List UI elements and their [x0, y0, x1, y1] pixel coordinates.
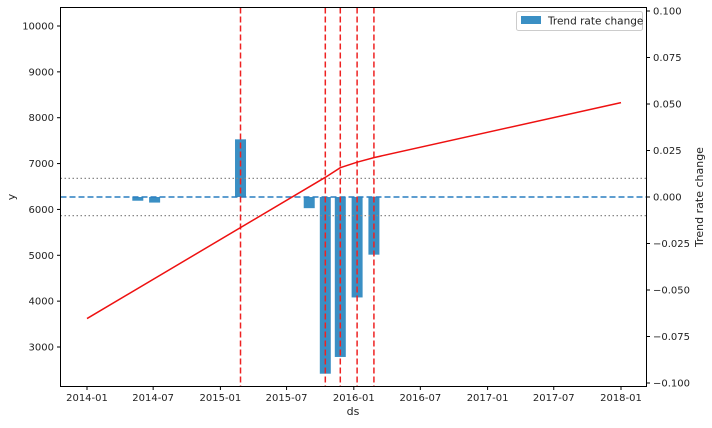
- y-left-tick-label: 3000: [29, 343, 54, 354]
- x-axis-label: ds: [347, 405, 360, 418]
- y-left-tick-label: 9000: [29, 67, 54, 78]
- x-tick-label: 2016-07: [399, 393, 441, 404]
- y-right-tick-label: −0.025: [653, 239, 690, 250]
- bar: [235, 139, 247, 197]
- y-right-tick-label: 0.100: [653, 7, 682, 18]
- bars-series: [132, 139, 380, 374]
- y-left-tick-label: 10000: [22, 22, 54, 33]
- y-left-axis-ticks: 3000 4000 5000 6000 7000 8000 9000 10000: [22, 22, 61, 354]
- y-left-axis-label: y: [5, 193, 18, 200]
- y-left-tick-label: 6000: [29, 205, 54, 216]
- y-right-tick-label: 0.075: [653, 53, 682, 64]
- x-tick-label: 2018-01: [600, 393, 642, 404]
- y-left-tick-label: 7000: [29, 159, 54, 170]
- x-tick-label: 2015-07: [266, 393, 308, 404]
- x-tick-label: 2017-07: [533, 393, 575, 404]
- y-right-axis-label: Trend rate change: [693, 147, 706, 248]
- bar: [149, 197, 161, 203]
- y-right-tick-label: 0.050: [653, 100, 682, 111]
- x-tick-label: 2015-01: [200, 393, 242, 404]
- x-tick-label: 2014-07: [132, 393, 174, 404]
- horizontal-reference-lines: [60, 177, 647, 217]
- y-right-axis-ticks: 0.100 0.075 0.050 0.025 0.000 −0.025 −0.050 −0.…: [646, 7, 690, 390]
- x-tick-label: 2016-01: [333, 393, 375, 404]
- x-axis-ticks: 2014-01 2014-07 2015-01 2015-07 2016-01 2016-…: [66, 386, 642, 404]
- legend-swatch: [521, 16, 541, 24]
- y-right-tick-label: 0.000: [653, 193, 682, 204]
- bar: [334, 197, 346, 357]
- bar: [319, 197, 331, 374]
- bar: [303, 197, 315, 209]
- y-left-tick-label: 8000: [29, 113, 54, 124]
- changepoint-lines: [239, 7, 375, 387]
- legend: Trend rate change: [516, 11, 643, 31]
- y-right-tick-label: −0.075: [653, 332, 690, 343]
- y-left-tick-label: 5000: [29, 251, 54, 262]
- x-tick-label: 2014-01: [66, 393, 108, 404]
- y-left-tick-label: 4000: [29, 297, 54, 308]
- x-tick-label: 2017-01: [467, 393, 509, 404]
- y-right-tick-label: −0.050: [653, 286, 690, 297]
- y-right-tick-label: −0.100: [653, 379, 690, 390]
- bar: [132, 197, 144, 201]
- trend-line: [86, 101, 622, 320]
- legend-label: Trend rate change: [547, 16, 643, 28]
- y-right-tick-label: 0.025: [653, 146, 682, 157]
